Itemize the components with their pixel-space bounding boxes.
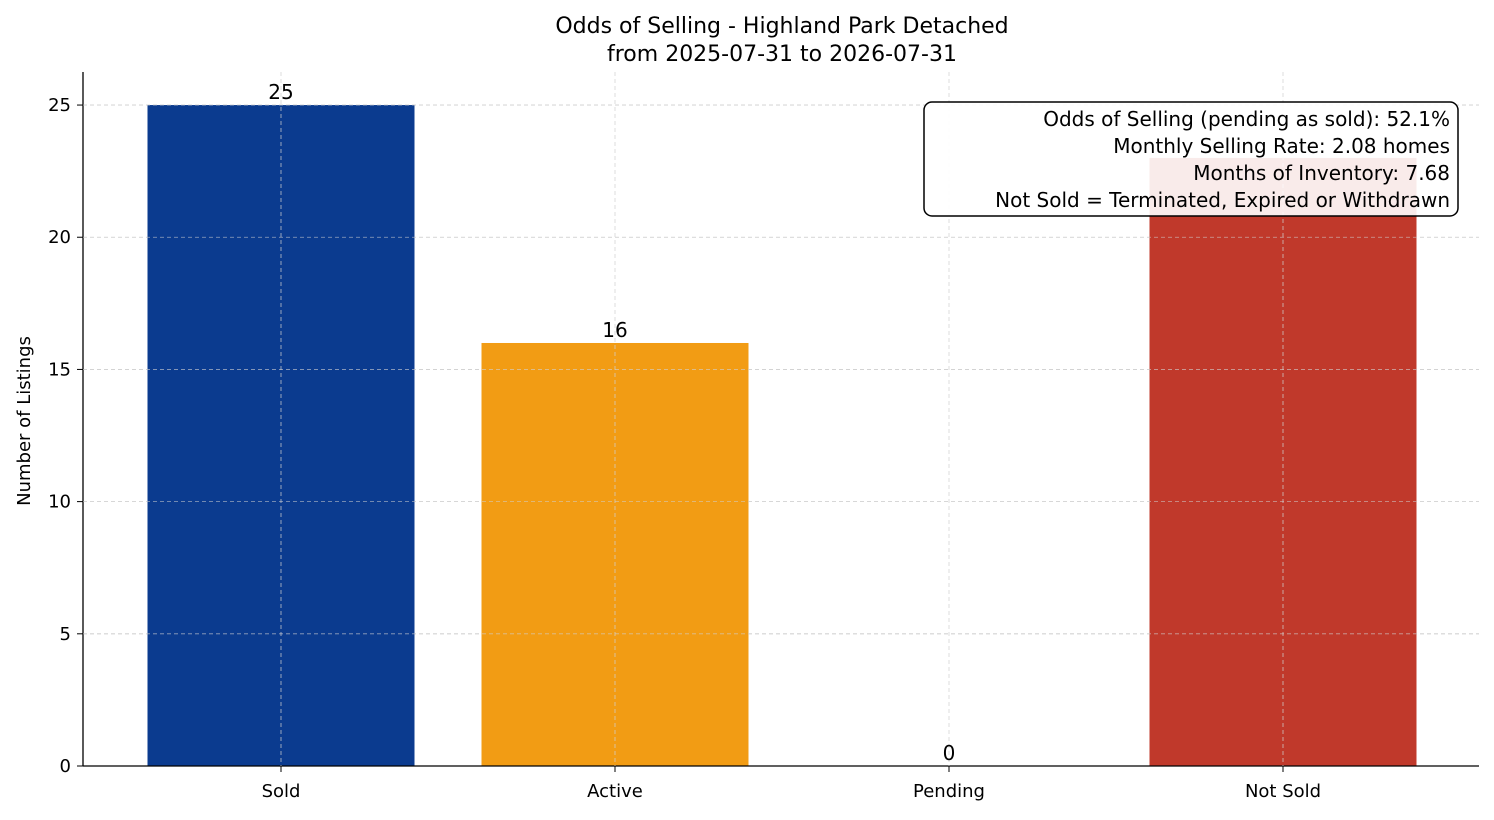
chart-title: Odds of Selling - Highland Park Detached (555, 14, 1008, 39)
chart-subtitle: from 2025-07-31 to 2026-07-31 (607, 42, 957, 67)
annotation-box-frame (923, 101, 1459, 217)
data-label: 25 (268, 80, 293, 104)
data-labels-layer: 25 16 0 (83, 72, 1479, 766)
axes-layer: 0 5 10 15 20 25 Sold Active Pending Not Sold (48, 72, 1479, 802)
y-axis-label: Number of Listings (14, 336, 35, 506)
x-tick-label: Pending (913, 781, 985, 802)
data-label: 16 (602, 318, 627, 342)
annotation-box: Odds of Selling (pending as sold): 52.1%… (923, 101, 1459, 217)
annotation-line: Not Sold = Terminated, Expired or Withdr… (995, 188, 1450, 212)
annotation-line: Odds of Selling (pending as sold): 52.1% (1043, 107, 1450, 131)
annotation-line: Monthly Selling Rate: 2.08 homes (1113, 134, 1450, 158)
y-tick-label: 15 (48, 359, 71, 380)
bar-sold (147, 105, 415, 767)
y-tick-label: 0 (60, 756, 71, 777)
data-label: 0 (943, 741, 956, 765)
y-tick-label: 25 (48, 95, 71, 116)
x-tick-label: Active (587, 781, 643, 802)
annotation-line: Months of Inventory: 7.68 (1193, 161, 1450, 185)
y-tick-label: 20 (48, 227, 71, 248)
y-tick-label: 5 (60, 624, 71, 645)
bar-not-sold (1149, 157, 1417, 766)
x-tick-label: Not Sold (1245, 781, 1321, 802)
y-tick-label: 10 (48, 492, 71, 513)
x-tick-label: Sold (262, 781, 301, 802)
